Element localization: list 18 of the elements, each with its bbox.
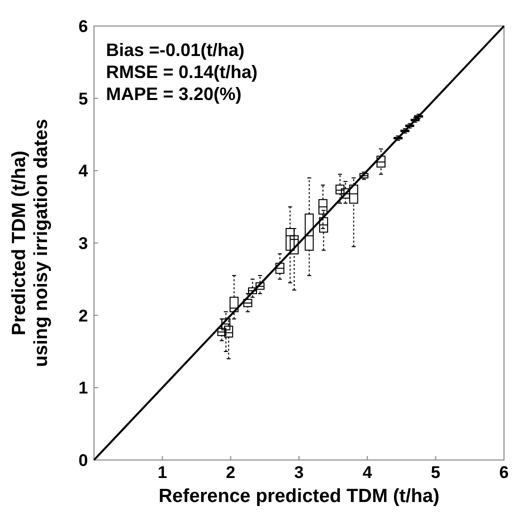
x-tick-label: 2 [226, 463, 236, 482]
y-axis-title: Predicted TDM (t/ha) using noisy irrigation dates [9, 118, 52, 368]
annotation: Bias =-0.01(t/ha) [106, 40, 245, 60]
x-tick-label: 3 [294, 463, 304, 482]
y-tick-label: 5 [78, 89, 88, 108]
y-tick-label: 3 [78, 234, 88, 253]
annotation: MAPE = 3.20(%) [106, 84, 242, 104]
annotation: RMSE = 0.14(t/ha) [106, 62, 258, 82]
x-tick-label: 4 [362, 463, 373, 482]
x-tick-label: 5 [430, 463, 440, 482]
y-tick-label: 4 [78, 162, 89, 181]
x-tick-label: 6 [499, 463, 509, 482]
y-tick-label: 1 [78, 378, 88, 398]
y-tick-label: 0 [78, 451, 88, 470]
x-tick-label: 1 [158, 463, 168, 482]
x-axis-title: Reference predicted TDM (t/ha) [158, 486, 440, 507]
y-tick-label: 6 [78, 17, 88, 36]
y-tick-label: 2 [78, 306, 88, 326]
